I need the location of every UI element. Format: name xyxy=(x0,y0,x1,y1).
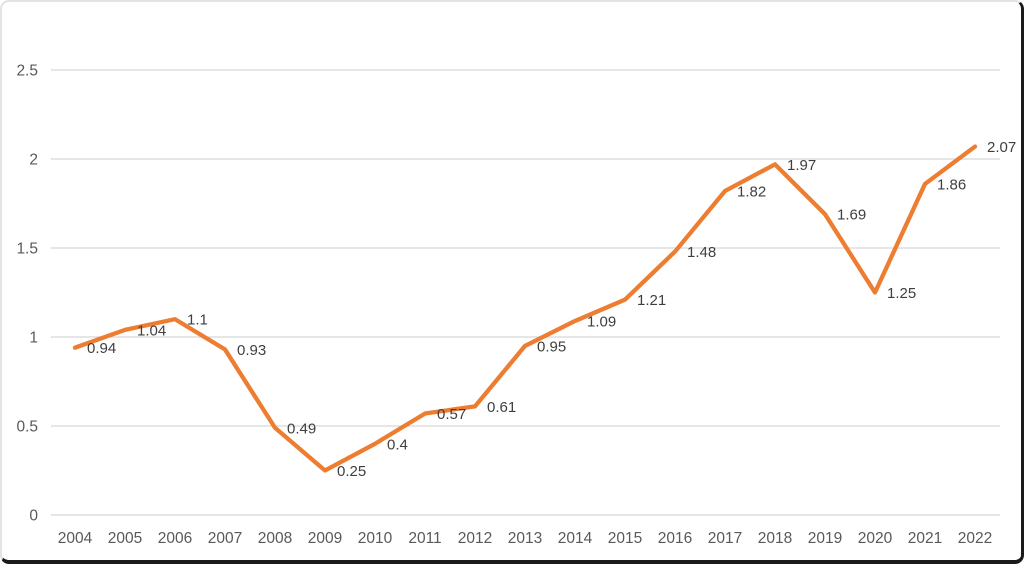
x-axis-tick-label: 2021 xyxy=(908,530,942,547)
x-axis-tick-label: 2022 xyxy=(958,530,992,547)
data-label: 0.25 xyxy=(337,463,366,480)
data-label: 1.04 xyxy=(137,322,166,339)
x-axis-tick-label: 2008 xyxy=(258,530,292,547)
y-axis-tick-label: 0 xyxy=(29,508,38,525)
data-label: 1.82 xyxy=(737,184,766,201)
x-axis-tick-label: 2013 xyxy=(508,530,542,547)
x-axis-tick-label: 2010 xyxy=(358,530,393,547)
data-label: 0.93 xyxy=(237,342,266,359)
y-axis-tick-label: 1.5 xyxy=(16,241,38,258)
data-label: 1.69 xyxy=(837,207,866,224)
data-label: 1.1 xyxy=(187,312,208,329)
data-label: 1.21 xyxy=(637,292,666,309)
x-axis-tick-label: 2015 xyxy=(608,530,642,547)
y-axis-tick-label: 2 xyxy=(29,152,38,169)
x-axis-tick-label: 2019 xyxy=(808,530,842,547)
x-axis-tick-label: 2012 xyxy=(458,530,492,547)
x-axis-tick-label: 2009 xyxy=(308,530,342,547)
data-label: 0.57 xyxy=(437,406,466,423)
series-line xyxy=(72,144,978,473)
y-axis-tick-label: 0.5 xyxy=(16,419,38,436)
data-label: 0.95 xyxy=(537,338,566,355)
data-label: 0.4 xyxy=(387,436,408,453)
x-axis-tick-label: 2011 xyxy=(408,530,441,547)
x-axis-tick-label: 2016 xyxy=(658,530,692,547)
data-label: 1.48 xyxy=(687,244,716,261)
data-label: 1.09 xyxy=(587,313,616,330)
data-label: 0.49 xyxy=(287,420,316,437)
data-label: 1.86 xyxy=(937,176,966,193)
data-label: 0.61 xyxy=(487,399,516,416)
y-axis-tick-label: 1 xyxy=(29,330,38,347)
x-axis-tick-label: 2017 xyxy=(708,530,742,547)
x-axis-tick-label: 2018 xyxy=(758,530,792,547)
x-axis-tick-label: 2020 xyxy=(858,530,893,547)
x-axis-tick-label: 2005 xyxy=(108,530,142,547)
data-label: 2.07 xyxy=(987,139,1016,156)
x-axis-tick-label: 2004 xyxy=(58,530,93,547)
y-axis-tick-label: 2.5 xyxy=(16,63,38,80)
x-axis-tick-label: 2006 xyxy=(158,530,192,547)
data-label: 0.94 xyxy=(87,340,116,357)
data-label: 1.25 xyxy=(887,285,916,302)
x-axis-tick-label: 2007 xyxy=(208,530,242,547)
data-label: 1.97 xyxy=(787,157,816,174)
x-axis-tick-label: 2014 xyxy=(558,530,593,547)
